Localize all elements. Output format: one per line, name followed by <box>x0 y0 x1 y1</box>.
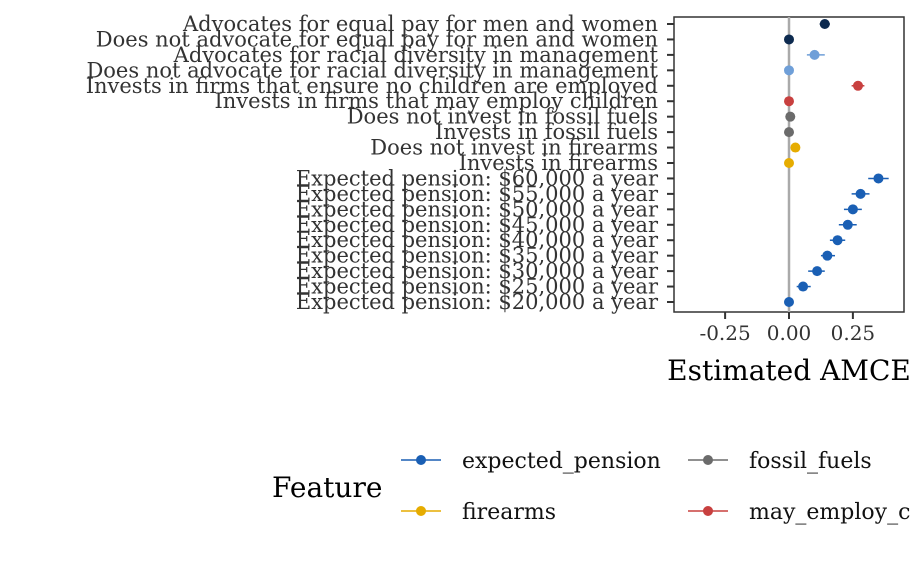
y-tick-label: Advocates for equal pay for men and wome… <box>182 12 658 36</box>
x-tick-marks <box>724 312 854 319</box>
estimate-point <box>784 297 794 307</box>
estimate-point <box>784 158 794 168</box>
y-tick-label: Invests in firms that ensure no children… <box>86 74 658 98</box>
y-tick-label: Does not advocate for racial diversity i… <box>86 58 658 82</box>
y-tick-label: Invests in firms that may employ childre… <box>214 89 658 113</box>
y-tick-label: Invests in firearms <box>459 151 658 175</box>
legend-label: firearms <box>462 500 556 525</box>
y-tick-label: Does not invest in firearms <box>370 136 658 160</box>
legend-key-point <box>416 455 426 465</box>
y-tick-label: Expected pension: $25,000 a year <box>296 275 659 299</box>
x-tick-label: 0.00 <box>767 321 812 345</box>
legend-item: firearms <box>401 500 556 525</box>
estimate-point <box>798 281 809 292</box>
estimate-point <box>809 49 820 60</box>
y-tick-label: Does not invest in fossil fuels <box>347 105 658 129</box>
y-tick-label: Invests in fossil fuels <box>435 120 658 144</box>
estimate-point <box>812 266 823 277</box>
y-tick-label: Does not advocate for equal pay for men … <box>96 27 658 51</box>
y-tick-labels: Advocates for equal pay for men and wome… <box>86 12 659 314</box>
y-tick-label: Expected pension: $20,000 a year <box>296 290 659 314</box>
estimate-point <box>822 250 833 261</box>
estimate-point <box>784 65 794 76</box>
estimate-point <box>842 219 853 230</box>
y-tick-label: Expected pension: $50,000 a year <box>296 197 659 221</box>
y-tick-label: Expected pension: $30,000 a year <box>296 259 659 283</box>
estimate-point <box>853 80 863 91</box>
y-tick-label: Expected pension: $40,000 a year <box>296 228 659 252</box>
y-tick-label: Advocates for racial diversity in manage… <box>173 43 659 67</box>
legend-item: expected_pension <box>401 449 661 474</box>
x-axis-label: Estimated AMCE <box>667 354 911 387</box>
y-tick-marks <box>667 23 674 303</box>
estimate-point <box>784 96 794 107</box>
legend-item: may_employ_c <box>688 500 910 525</box>
estimate-point <box>873 173 884 184</box>
x-tick-label: 0.25 <box>831 321 876 345</box>
estimate-point <box>784 127 794 138</box>
legend-label: may_employ_c <box>749 500 910 525</box>
legend-key-point <box>703 506 713 516</box>
y-tick-label: Expected pension: $45,000 a year <box>296 213 659 237</box>
estimate-points <box>784 19 884 307</box>
estimate-point <box>784 34 794 45</box>
x-tick-label: -0.25 <box>699 321 750 345</box>
legend-label: fossil_fuels <box>749 449 872 474</box>
estimate-point <box>847 204 858 215</box>
estimate-point <box>790 142 801 153</box>
y-tick-label: Expected pension: $35,000 a year <box>296 244 659 268</box>
x-tick-labels: -0.25 0.00 0.25 <box>699 321 875 345</box>
legend: Feature expected_pension fossil_fuelsfire… <box>272 449 910 525</box>
estimate-point <box>819 19 830 29</box>
legend-items: expected_pension fossil_fuels firearms may_… <box>401 449 910 525</box>
legend-title: Feature <box>272 471 382 504</box>
y-tick-label: Expected pension: $55,000 a year <box>296 182 659 206</box>
estimate-point <box>785 111 796 122</box>
legend-item: fossil_fuels <box>688 449 872 474</box>
legend-label: expected_pension <box>462 449 661 474</box>
error-bars <box>787 23 889 288</box>
estimate-point <box>855 188 866 199</box>
estimate-point <box>832 235 843 246</box>
y-tick-label: Expected pension: $60,000 a year <box>296 166 659 190</box>
legend-key-point <box>416 506 426 516</box>
legend-key-point <box>703 455 713 465</box>
